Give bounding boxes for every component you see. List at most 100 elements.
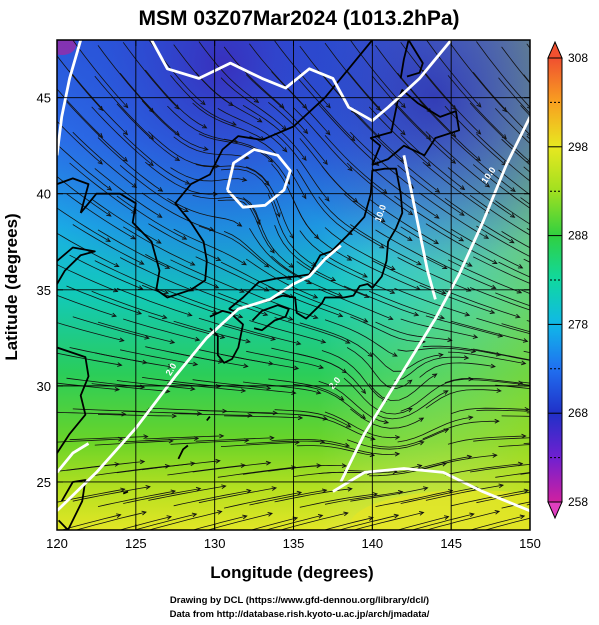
streamline-arrowhead [145,484,151,490]
streamline-arrowhead [521,433,527,439]
streamline [368,373,437,401]
streamline [321,442,400,455]
streamline-arrowhead [297,415,304,421]
streamline [469,287,530,311]
streamline [498,354,530,361]
streamline-arrowhead [325,103,331,109]
streamline-arrowhead [318,364,324,370]
streamline-arrowhead [469,512,475,518]
streamline [397,347,476,352]
streamline [400,318,478,338]
streamline-arrowhead [407,379,413,385]
streamline [118,516,172,530]
streamline-arrowhead [361,388,367,395]
streamline [66,461,145,471]
streamline-arrowhead [215,256,222,261]
x-tick-label: 150 [519,536,541,551]
streamline [372,429,449,448]
x-tick-label: 130 [204,536,226,551]
streamline-arrowhead [502,107,508,113]
streamline [498,444,530,447]
streamline-arrowhead [174,104,180,110]
isotherm-line [225,148,292,209]
streamline [167,382,246,392]
streamline-arrowhead [98,105,104,112]
streamline [476,41,530,108]
streamline [501,323,530,333]
streamline [223,323,301,345]
streamline [296,445,375,456]
streamline [425,484,504,501]
streamline [394,103,456,164]
streamline [444,197,514,244]
streamline-arrowhead [324,196,330,202]
streamline [60,514,121,530]
streamline [249,489,327,506]
streamline [57,207,111,242]
colorbar-tick-label: 278 [568,317,588,331]
streamline [394,287,470,316]
streamline [220,77,287,130]
streamline-arrowhead [341,463,348,469]
streamline [352,512,424,530]
streamline [397,416,473,443]
streamline-arrowhead [517,264,524,269]
streamline [400,378,473,412]
streamline-arrowhead [569,266,574,270]
streamline-arrowhead [217,510,223,515]
streamline [444,463,523,476]
streamline-arrowhead [438,352,444,358]
streamline-arrowhead [119,337,125,343]
streamline [400,134,465,190]
colorbar-tick-label: 308 [568,51,588,65]
streamline [299,493,378,508]
streamline-arrowhead [443,390,449,395]
streamline [476,225,530,258]
streamline-arrowhead [190,386,196,392]
streamline-arrowhead [468,376,474,382]
streamline [318,471,397,474]
streamline-arrowhead [122,130,129,136]
streamline-arrowhead [451,105,457,111]
streamline-arrowhead [447,337,453,343]
streamline [69,436,148,441]
streamline [425,389,501,409]
streamline-arrowhead [496,388,502,393]
streamline-arrowhead [257,117,263,123]
streamline-arrowhead [571,366,575,370]
streamline [223,46,285,109]
streamline [57,411,126,415]
x-tick-label: 125 [125,536,147,551]
streamline [375,45,432,113]
streamline-arrowhead [578,134,582,138]
streamline-arrowhead [344,442,350,448]
streamline-arrowhead [408,210,414,216]
isotherm-line [402,155,437,300]
streamline-arrowhead [442,264,448,270]
streamline [495,292,530,307]
streamline-arrowhead [276,212,281,218]
streamline-arrowhead [157,187,164,192]
streamline [220,442,299,447]
streamline-arrowhead [459,185,466,191]
streamline-arrowhead [444,515,450,520]
streamline-arrowhead [491,284,497,290]
streamline [94,168,162,218]
streamline-arrowhead [330,276,337,281]
coastlines [57,40,460,530]
streamline [217,466,296,478]
streamline [116,103,180,161]
streamline [318,104,379,166]
streamline [217,292,293,321]
streamline [119,257,194,292]
streamline [410,513,474,530]
streamline [120,438,199,443]
streamline-arrowhead [472,334,479,339]
streamline [472,72,530,136]
streamline [271,71,331,135]
streamline-arrowhead [567,291,572,295]
streamline [148,485,226,501]
streamline-arrowhead [545,513,549,517]
streamline [91,383,170,392]
colorbar-tick-label: 258 [568,495,588,509]
